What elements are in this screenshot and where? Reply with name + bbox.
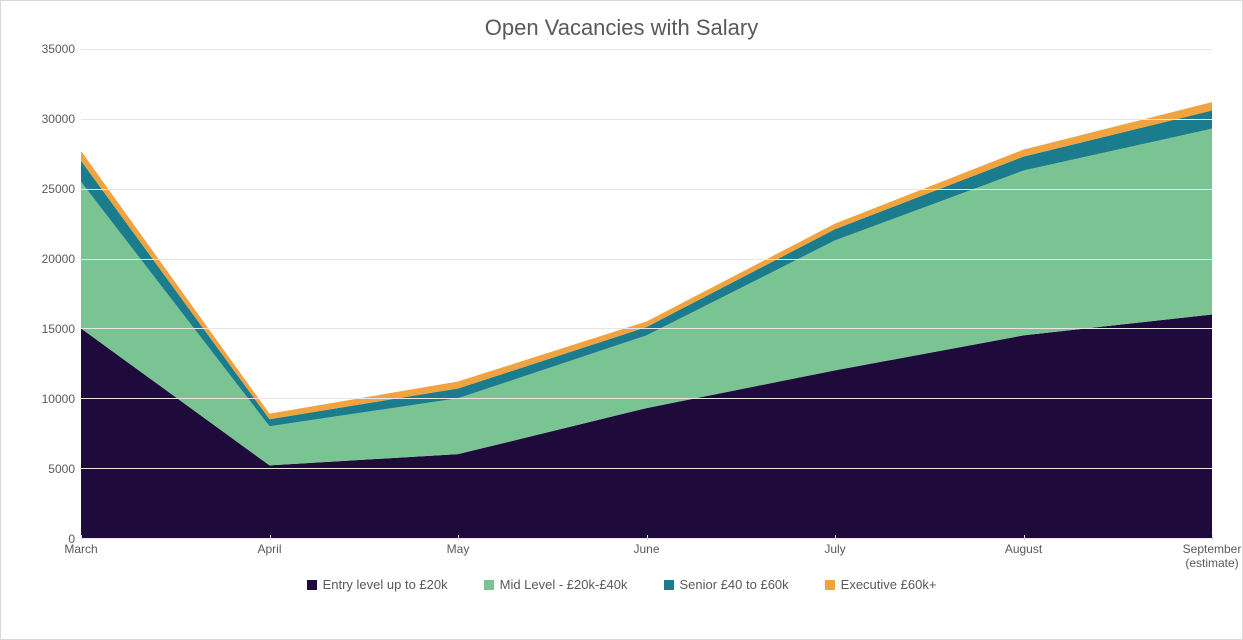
x-tick-label: May — [447, 543, 470, 557]
x-tick-label: June — [633, 543, 659, 557]
x-tick-mark — [458, 535, 459, 540]
y-tick-label: 15000 — [42, 322, 75, 336]
y-axis: 05000100001500020000250003000035000 — [21, 49, 81, 539]
x-tick-mark — [647, 535, 648, 540]
grid-line — [81, 259, 1212, 260]
x-tick-label: July — [824, 543, 845, 557]
x-tick-mark — [1024, 535, 1025, 540]
legend-label: Mid Level - £20k-£40k — [500, 577, 628, 592]
legend-label: Senior £40 to £60k — [680, 577, 789, 592]
legend-swatch — [484, 580, 494, 590]
plot-wrap: 05000100001500020000250003000035000 Marc… — [21, 49, 1222, 569]
legend-item: Executive £60k+ — [825, 577, 937, 592]
x-axis: MarchAprilMayJuneJulyAugustSeptember (es… — [81, 539, 1212, 569]
x-tick-label: August — [1005, 543, 1042, 557]
plot-area — [81, 49, 1212, 539]
legend: Entry level up to £20k Mid Level - £20k-£… — [21, 577, 1222, 592]
y-tick-label: 5000 — [48, 462, 75, 476]
legend-swatch — [664, 580, 674, 590]
x-tick-mark — [81, 535, 82, 540]
grid-line — [81, 189, 1212, 190]
y-tick-label: 25000 — [42, 182, 75, 196]
legend-item: Mid Level - £20k-£40k — [484, 577, 628, 592]
x-tick-mark — [270, 535, 271, 540]
grid-line — [81, 468, 1212, 469]
legend-swatch — [825, 580, 835, 590]
legend-swatch — [307, 580, 317, 590]
x-tick-label: September (estimate) — [1183, 543, 1242, 571]
x-tick-label: April — [257, 543, 281, 557]
grid-line — [81, 398, 1212, 399]
area-svg — [81, 49, 1212, 538]
grid-line — [81, 49, 1212, 50]
x-tick-mark — [835, 535, 836, 540]
chart-title: Open Vacancies with Salary — [21, 15, 1222, 41]
y-tick-label: 10000 — [42, 392, 75, 406]
y-tick-label: 20000 — [42, 252, 75, 266]
y-tick-label: 35000 — [42, 42, 75, 56]
legend-item: Entry level up to £20k — [307, 577, 448, 592]
y-tick-label: 30000 — [42, 112, 75, 126]
legend-label: Executive £60k+ — [841, 577, 937, 592]
x-tick-label: March — [64, 543, 97, 557]
legend-label: Entry level up to £20k — [323, 577, 448, 592]
x-tick-mark — [1212, 535, 1213, 540]
grid-line — [81, 328, 1212, 329]
chart-container: Open Vacancies with Salary 0500010000150… — [0, 0, 1243, 640]
legend-item: Senior £40 to £60k — [664, 577, 789, 592]
grid-line — [81, 119, 1212, 120]
